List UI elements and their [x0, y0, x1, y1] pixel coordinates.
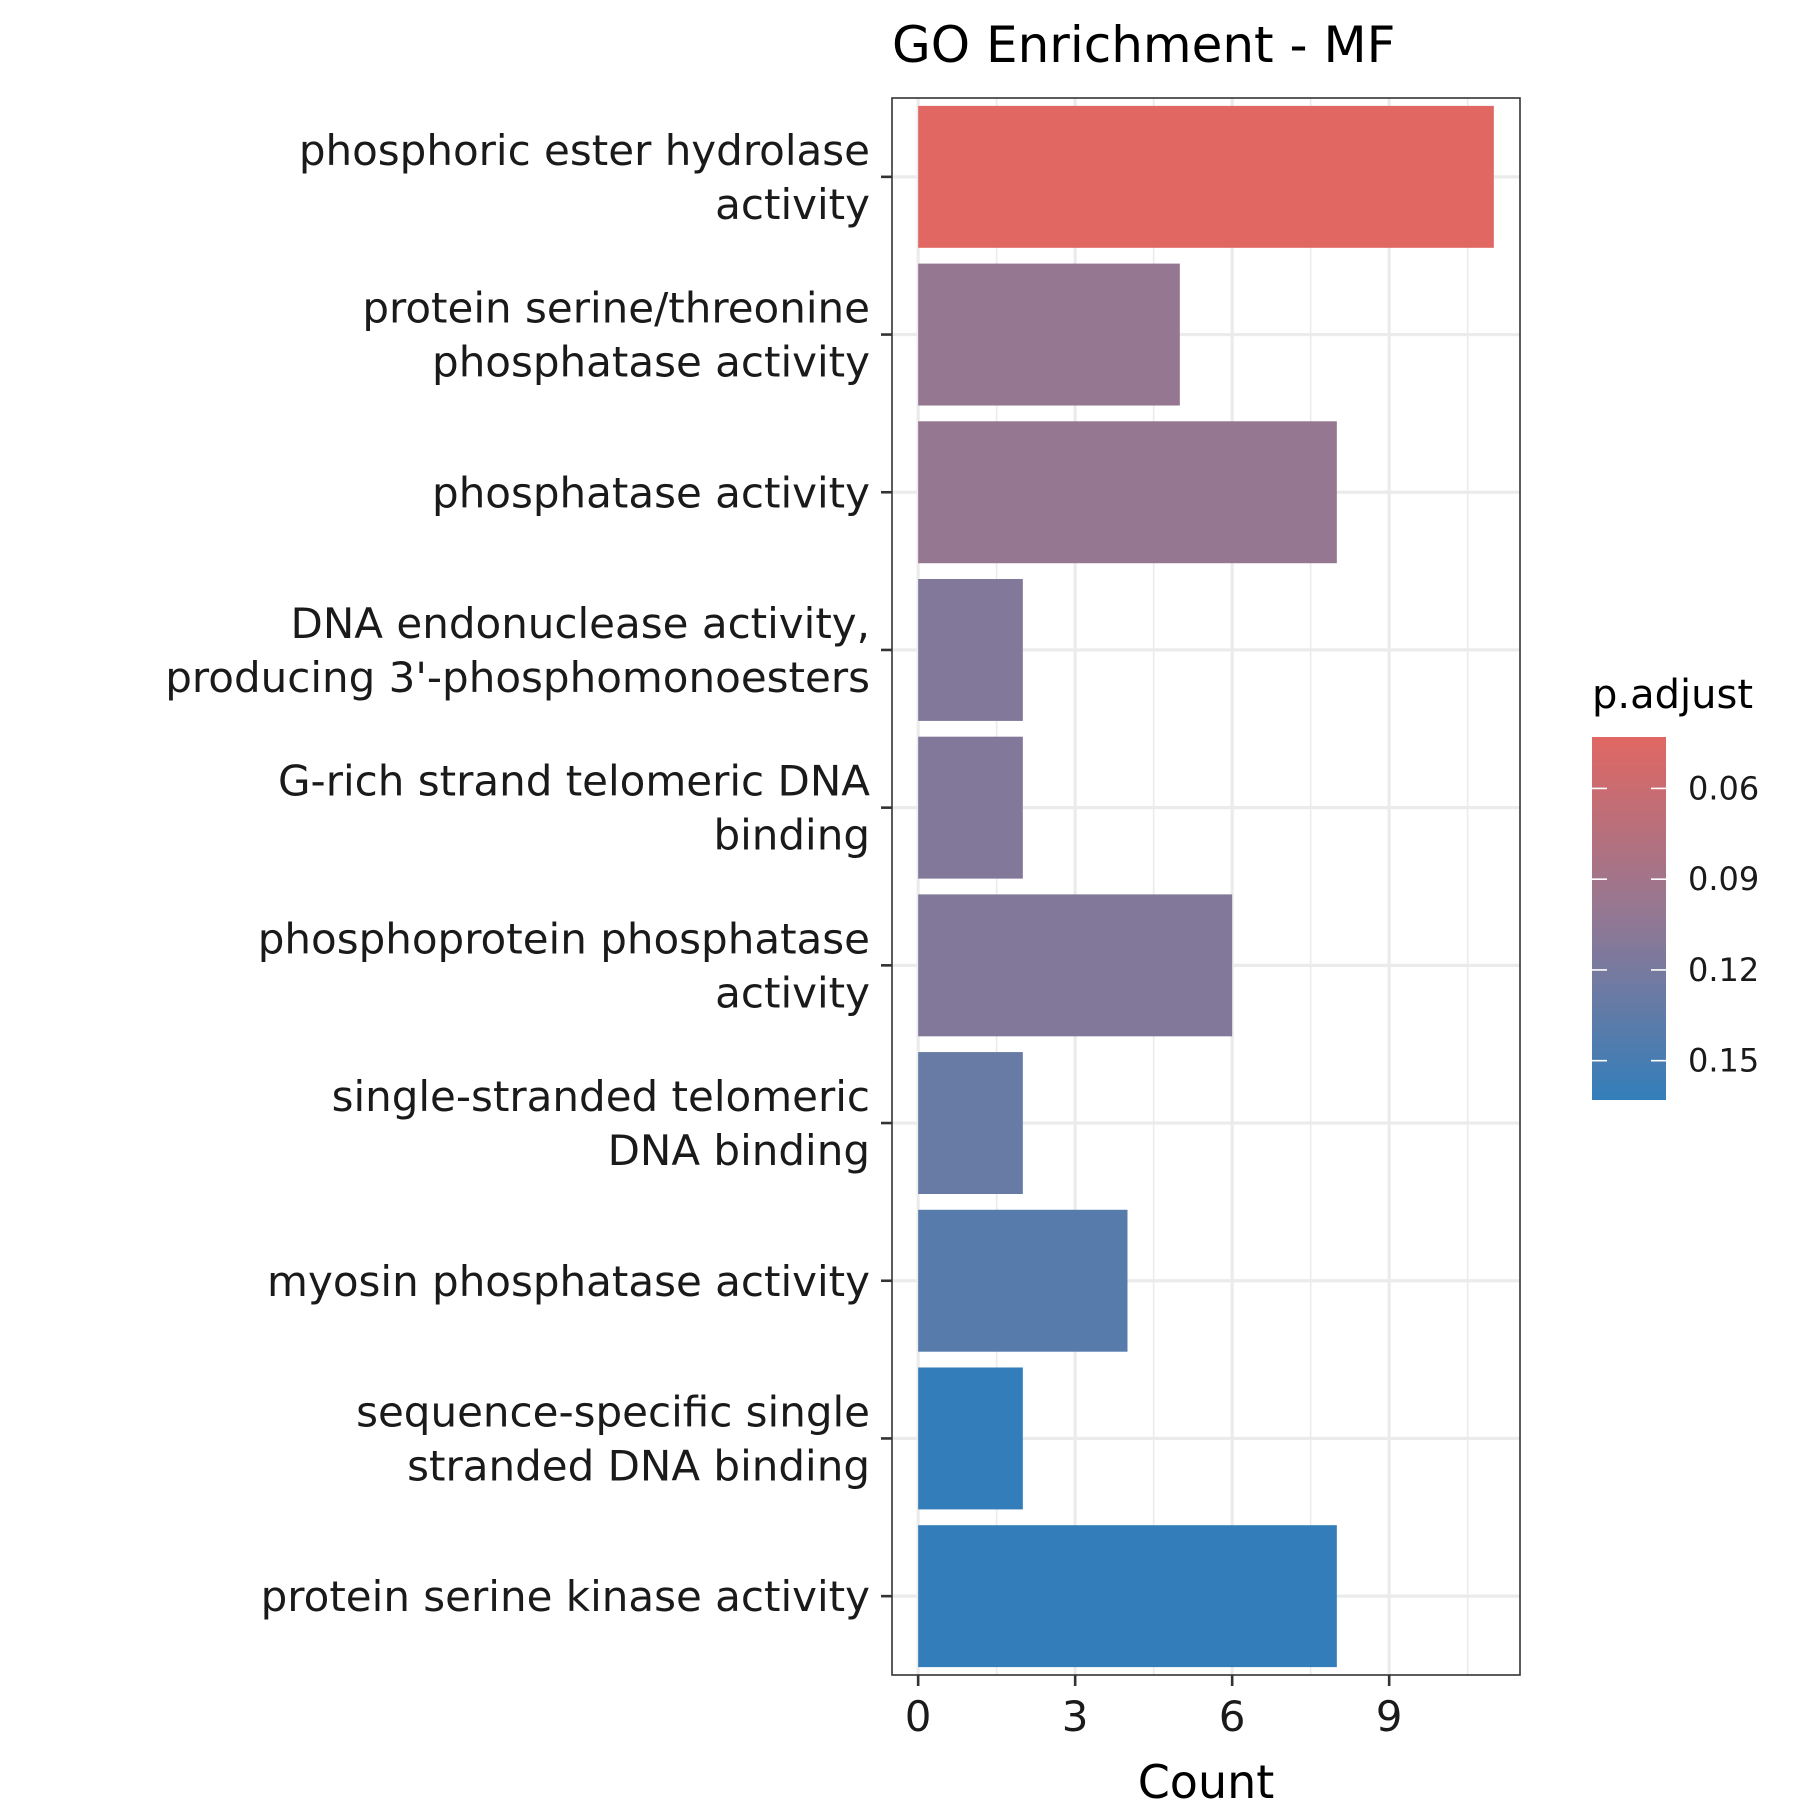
y-tick-label-line: activity: [715, 968, 870, 1017]
y-tick-label-line: protein serine kinase activity: [261, 1572, 870, 1621]
bars: [918, 105, 1494, 1668]
y-tick-label-line: DNA endonuclease activity,: [291, 599, 870, 648]
bar: [918, 421, 1337, 564]
chart-title: GO Enrichment - MF: [892, 16, 1395, 74]
y-tick-label: protein serine kinase activity: [261, 1572, 870, 1621]
y-tick-label-line: activity: [715, 180, 870, 229]
legend-tick-label: 0.09: [1688, 860, 1759, 898]
bar: [918, 1525, 1337, 1668]
bar: [918, 1209, 1128, 1352]
x-axis-title: Count: [1138, 1755, 1275, 1800]
y-tick-label: G-rich strand telomeric DNA binding: [278, 757, 870, 860]
y-tick-label-line: sequence-specific single: [356, 1387, 870, 1436]
y-tick-label-line: stranded DNA binding: [407, 1441, 870, 1490]
y-tick-label: sequence-specific single stranded DNA bin…: [356, 1387, 870, 1490]
legend: p.adjust 0.06 0.09 0.12 0.15: [1592, 672, 1759, 1100]
y-tick-label-line: phosphoric ester hydrolase: [299, 126, 870, 175]
plot-panel: [891, 97, 1521, 1676]
x-tick-label: 3: [1062, 1692, 1089, 1741]
y-tick-label: phosphoprotein phosphatase activity: [258, 914, 870, 1017]
legend-tick-label: 0.12: [1688, 951, 1759, 989]
y-tick-label: phosphoric ester hydrolase activity: [299, 126, 870, 229]
y-tick-label: phosphatase activity: [432, 468, 870, 517]
legend-title: p.adjust: [1592, 672, 1753, 718]
bar: [918, 1367, 1023, 1510]
y-tick-label: DNA endonuclease activity, producing 3'-p…: [165, 599, 870, 702]
legend-tick-label: 0.15: [1688, 1042, 1759, 1080]
y-tick-label-line: binding: [713, 811, 870, 860]
x-tick-label: 6: [1219, 1692, 1246, 1741]
y-tick-label-line: producing 3'-phosphomonoesters: [165, 653, 870, 702]
y-tick-label: myosin phosphatase activity: [267, 1257, 870, 1306]
y-tick-label-line: G-rich strand telomeric DNA: [278, 757, 870, 806]
y-tick-label: protein serine/threonine phosphatase acti…: [362, 284, 870, 387]
y-tick-label-line: single-stranded telomeric: [332, 1072, 870, 1121]
y-tick-label-line: phosphatase activity: [432, 468, 870, 517]
y-tick-label-line: myosin phosphatase activity: [267, 1257, 870, 1306]
panel-border: [891, 97, 1521, 1676]
bar: [918, 736, 1023, 879]
y-tick-label-line: protein serine/threonine: [362, 284, 870, 333]
y-tick-label-line: DNA binding: [608, 1126, 870, 1175]
y-tick-label-line: phosphoprotein phosphatase: [258, 914, 870, 963]
legend-tick-label: 0.06: [1688, 769, 1759, 807]
y-tick-label: single-stranded telomeric DNA binding: [332, 1072, 870, 1175]
legend-ticks: 0.06 0.09 0.12 0.15: [1592, 769, 1759, 1080]
bar: [918, 578, 1023, 721]
bar: [918, 894, 1233, 1037]
x-axis: 0 3 6 9: [905, 1675, 1403, 1741]
bar: [918, 105, 1494, 248]
y-tick-label-line: phosphatase activity: [432, 338, 870, 387]
bar: [918, 263, 1180, 406]
legend-colorbar: [1592, 737, 1666, 1100]
bar: [918, 1052, 1023, 1195]
x-tick-label: 0: [905, 1692, 932, 1741]
x-tick-label: 9: [1376, 1692, 1403, 1741]
y-axis: phosphoric ester hydrolase activity protei…: [165, 126, 892, 1621]
